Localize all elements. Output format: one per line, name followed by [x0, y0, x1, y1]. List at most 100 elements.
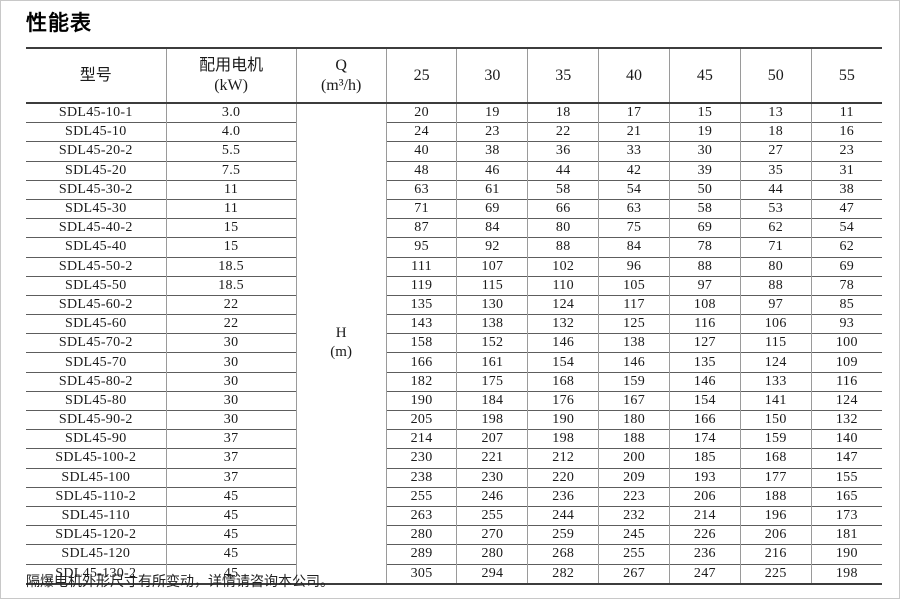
motor-kw-cell: 30 — [165, 390, 297, 411]
head-value-cell: 212 — [527, 448, 599, 469]
table-row: SDL45-80 30 190 184 176 167 154 141 124 — [26, 390, 882, 411]
head-value-cell: 221 — [456, 448, 528, 469]
head-value-cell: 143 — [385, 314, 457, 334]
head-value-cell: 158 — [385, 333, 457, 353]
header-row: 型号 配用电机 (kW) Q (m³/h) 25 30 35 40 45 50 55 — [26, 48, 882, 104]
motor-kw-cell: 45 — [165, 525, 297, 545]
head-value-cell: 159 — [739, 429, 812, 449]
motor-kw-cell: 37 — [165, 429, 297, 449]
head-value-cell: 42 — [598, 160, 670, 181]
model-cell: SDL45-10-1 — [26, 102, 167, 123]
model-cell: SDL45-100-2 — [26, 448, 167, 469]
head-value-cell: 36 — [527, 141, 599, 162]
head-value-cell: 165 — [810, 486, 882, 507]
motor-kw-cell: 15 — [165, 237, 297, 257]
head-value-cell: 246 — [456, 486, 528, 507]
head-value-cell: 39 — [668, 160, 741, 181]
head-value-cell: 220 — [527, 467, 599, 488]
model-cell: SDL45-90 — [26, 429, 167, 449]
head-value-cell: 85 — [810, 294, 882, 315]
head-value-cell: 93 — [810, 314, 882, 334]
head-value-cell: 35 — [739, 160, 812, 181]
col-header-flow-45: 45 — [668, 48, 741, 104]
model-cell: SDL45-50 — [26, 275, 167, 296]
head-value-cell: 102 — [527, 256, 599, 277]
table-row: SDL45-90 37 214 207 198 188 174 159 140 — [26, 429, 882, 449]
motor-kw-cell: 37 — [165, 448, 297, 469]
head-value-cell: 69 — [456, 198, 528, 219]
head-value-cell: 54 — [598, 179, 670, 200]
head-value-cell: 259 — [527, 525, 599, 545]
col-header-flow-line1: Q — [335, 56, 347, 74]
model-cell: SDL45-110 — [26, 505, 167, 526]
head-value-cell: 177 — [739, 467, 812, 488]
motor-kw-cell: 45 — [165, 563, 297, 584]
col-header-model: 型号 — [26, 48, 167, 104]
head-value-cell: 146 — [598, 352, 670, 373]
head-value-cell: 62 — [810, 237, 882, 257]
footnote: 隔爆电机外形尺寸有所变动，详情请咨询本公司。 — [26, 573, 334, 589]
head-value-cell: 22 — [527, 122, 599, 142]
head-value-cell: 166 — [385, 352, 457, 373]
motor-kw-cell: 37 — [165, 467, 297, 488]
head-value-cell: 133 — [739, 371, 812, 392]
model-cell: SDL45-80-2 — [26, 371, 167, 392]
head-value-cell: 11 — [810, 102, 882, 123]
model-cell: SDL45-30-2 — [26, 179, 167, 200]
table-row: SDL45-120 45 289 280 268 255 236 216 190 — [26, 544, 882, 564]
head-value-cell: 190 — [810, 544, 882, 564]
head-value-cell: 270 — [456, 525, 528, 545]
motor-kw-cell: 11 — [165, 179, 297, 200]
head-value-cell: 188 — [598, 429, 670, 449]
head-value-cell: 88 — [739, 275, 812, 296]
head-value-cell: 96 — [598, 256, 670, 277]
head-value-cell: 40 — [385, 141, 457, 162]
head-value-cell: 141 — [739, 390, 812, 411]
head-value-cell: 255 — [385, 486, 457, 507]
head-value-cell: 46 — [456, 160, 528, 181]
head-value-cell: 66 — [527, 198, 599, 219]
head-value-cell: 88 — [668, 256, 741, 277]
head-value-cell: 58 — [668, 198, 741, 219]
head-value-cell: 31 — [810, 160, 882, 181]
head-value-cell: 155 — [810, 467, 882, 488]
table-row: SDL45-80-2 30 182 175 168 159 146 133 116 — [26, 371, 882, 392]
head-value-cell: 138 — [456, 314, 528, 334]
head-value-cell: 16 — [810, 122, 882, 142]
motor-kw-cell: 22 — [165, 294, 297, 315]
motor-kw-cell: 18.5 — [165, 275, 297, 296]
head-unit-cell: H (m) — [295, 102, 387, 584]
head-value-cell: 267 — [598, 563, 670, 584]
head-value-cell: 135 — [668, 352, 741, 373]
model-cell: SDL45-60 — [26, 314, 167, 334]
head-value-cell: 78 — [810, 275, 882, 296]
head-value-cell: 97 — [739, 294, 812, 315]
motor-kw-cell: 45 — [165, 486, 297, 507]
head-value-cell: 184 — [456, 390, 528, 411]
head-value-cell: 198 — [456, 409, 528, 430]
head-value-cell: 97 — [668, 275, 741, 296]
head-value-cell: 69 — [810, 256, 882, 277]
head-value-cell: 23 — [810, 141, 882, 162]
head-value-cell: 95 — [385, 237, 457, 257]
head-value-cell: 17 — [598, 102, 670, 123]
head-value-cell: 280 — [385, 525, 457, 545]
head-value-cell: 125 — [598, 314, 670, 334]
motor-kw-cell: 30 — [165, 371, 297, 392]
table-row: SDL45-70-2 30 158 152 146 138 127 115 100 — [26, 333, 882, 353]
head-value-cell: 124 — [810, 390, 882, 411]
model-cell: SDL45-40-2 — [26, 218, 167, 238]
motor-kw-cell: 15 — [165, 218, 297, 238]
head-value-cell: 48 — [385, 160, 457, 181]
motor-kw-cell: 7.5 — [165, 160, 297, 181]
head-value-cell: 18 — [527, 102, 599, 123]
head-value-cell: 23 — [456, 122, 528, 142]
head-unit-line1: H — [335, 324, 347, 341]
table-row: SDL45-40-2 15 87 84 80 75 69 62 54 — [26, 218, 882, 238]
head-value-cell: 84 — [456, 218, 528, 238]
head-value-cell: 152 — [456, 333, 528, 353]
head-value-cell: 124 — [739, 352, 812, 373]
head-value-cell: 115 — [456, 275, 528, 296]
head-value-cell: 44 — [527, 160, 599, 181]
